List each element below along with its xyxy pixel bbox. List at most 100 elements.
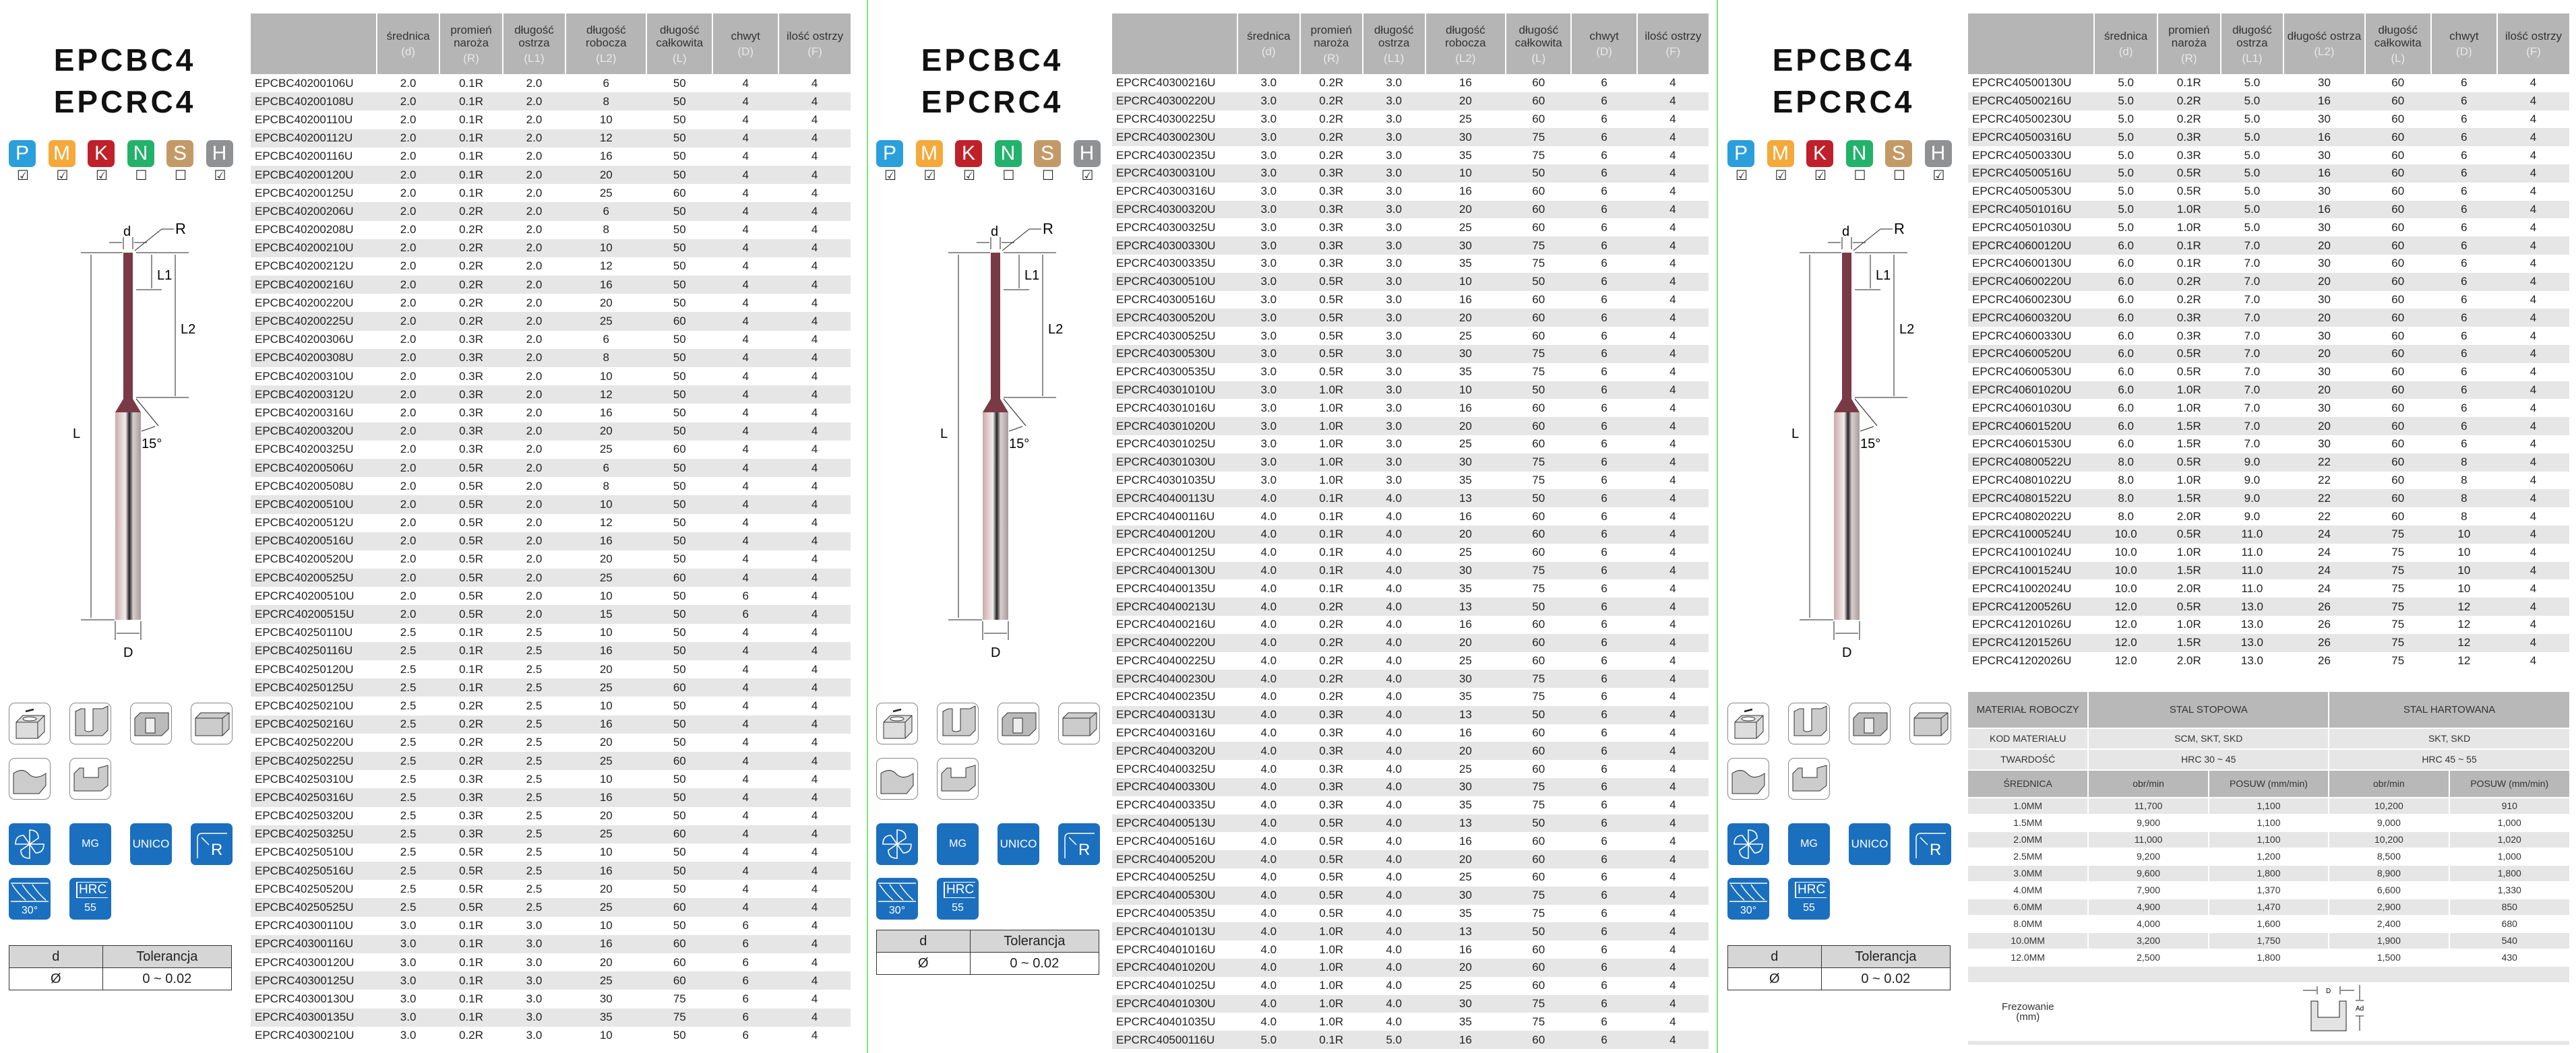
cell: 4.0 [1237, 886, 1300, 905]
product-code: EPCRC41201526U [1968, 633, 2095, 652]
table-row: EPCRC40400116U 4.0 0.1R 4.0 16 60 6 4 [1112, 507, 1709, 525]
cell: 6 [712, 971, 779, 990]
cell: 7.0 [2244, 329, 2261, 342]
table-row: EPCRC40300335U 3.0 0.3R 3.0 35 75 6 4 [1112, 255, 1709, 273]
cell: 2.0 [376, 532, 440, 550]
material-badge-n: N [994, 140, 1022, 167]
cell: 0.2R [2157, 92, 2221, 110]
product-code: EPCRC40501016U [1968, 200, 2095, 219]
cell: 60 [673, 186, 686, 199]
cell: 5.0 [2244, 185, 2261, 198]
cell: 2.5 [502, 751, 566, 771]
product-code: EPCBC40250520U [255, 882, 354, 895]
cell: 2.5 [376, 862, 440, 881]
table-row: EPCRC40401013U 4.0 1.0R 4.0 13 50 6 4 [1112, 922, 1709, 941]
cell: 10.0 [2094, 561, 2157, 580]
product-code: EPCBC40200225U [251, 312, 377, 331]
cell: 4 [2496, 598, 2569, 616]
cell: 25 [1459, 112, 1472, 125]
cell: 4.0 [1237, 561, 1300, 580]
table-row: EPCBC40250225U 2.5 0.2R 2.5 25 60 4 4 [251, 751, 851, 771]
cell: 1,500 [2328, 949, 2449, 967]
cell: 6 [1601, 618, 1607, 631]
table-row: EPCBC40200125U 2.0 0.1R 2.0 25 60 4 4 [251, 184, 851, 202]
cell: 16 [2283, 200, 2365, 219]
cell: 6 [1601, 257, 1607, 270]
cell: 4 [811, 589, 818, 602]
cell: 3.0 [1362, 272, 1425, 291]
cell: 30 [2318, 437, 2331, 451]
cell: 12 [2457, 618, 2471, 631]
cell: 11,700 [2087, 798, 2209, 815]
product-code: EPCRC40300335U [1116, 257, 1216, 270]
cell: 16 [565, 715, 647, 734]
cell: 2.0 [526, 296, 543, 309]
cell: 60 [646, 751, 713, 771]
table-row: EPCRC40300130U 3.0 0.1R 3.0 30 75 6 4 [251, 990, 851, 1008]
cell: 4 [811, 1029, 818, 1042]
cell: 6.0 [2118, 292, 2134, 306]
material-badge-p: P [1727, 140, 1754, 167]
cell: 2.0R [2176, 653, 2201, 667]
cell: 75 [1506, 236, 1572, 255]
cell: 3.0 [1386, 148, 1402, 162]
cell: 2.0 [502, 458, 566, 478]
product-code: EPCRC40400513U [1112, 814, 1237, 833]
cell: 50 [673, 516, 686, 530]
cell: 6 [2430, 417, 2497, 435]
cell: 20 [1425, 742, 1506, 761]
column-header: średnica (d) [1236, 13, 1300, 74]
cell: 4 [1636, 92, 1709, 110]
cell: 4 [1669, 943, 1676, 956]
cell: 0.2R [439, 238, 503, 257]
cell: 2.0 [502, 348, 566, 367]
cell: 1.0R [1299, 994, 1363, 1013]
product-code: EPCRC40300320U [1112, 200, 1237, 219]
product-code: EPCRC41202026U [1972, 653, 2072, 667]
cell: 3.0 [1260, 473, 1277, 486]
cell: 50 [1506, 381, 1572, 400]
cell: 4 [778, 971, 851, 990]
catalog-panel: EPCBC4 EPCRC4 P ☑ M ☑ K ☑ N ☐ S ☐ H ☑ d R L1 L2 L 15° D MG UNI… [1719, 0, 2575, 1053]
cell: 4.0 [1237, 598, 1300, 616]
material-checkbox-k: ☑ [963, 168, 975, 183]
cell: 0.2R [1299, 92, 1363, 110]
cell: 16 [1459, 292, 1472, 306]
cell: 4.0 [1386, 870, 1402, 884]
cell: 3.0 [376, 934, 440, 953]
cell: 3.0 [502, 934, 566, 953]
cell: 6 [742, 1029, 749, 1042]
cell: 6 [1601, 870, 1607, 884]
cell: 2.0 [400, 296, 417, 309]
cell: 3.0 [1386, 185, 1402, 198]
slot-depth-diagram: DAd [2303, 985, 2364, 1031]
column-label: promień naroża [1310, 23, 1352, 49]
table-row: EPCBC40250120U 2.5 0.1R 2.5 20 50 4 4 [251, 660, 851, 678]
cell: 4 [2529, 401, 2537, 414]
cutting-row: 2.0MM 11,000 1,100 10,200 1,020 [1968, 831, 2569, 849]
product-code: EPCRC40400330U [1112, 778, 1237, 796]
table-row: EPCRC40401025U 4.0 1.0R 4.0 25 60 6 4 [1112, 977, 1709, 995]
cell: 0.2R [1319, 690, 1344, 703]
cell: 4.0 [1237, 525, 1300, 544]
cell: 4 [2529, 257, 2537, 270]
product-code: EPCBC40200106U [255, 76, 354, 90]
column-header: promień naroża (R) [2156, 13, 2221, 74]
svg-text:D: D [1842, 645, 1851, 660]
cell: 3.0 [1362, 236, 1425, 255]
cell: 6 [1571, 453, 1637, 472]
cell: 0.2R [1319, 112, 1344, 125]
cell: 4 [1669, 618, 1676, 631]
cell: 6 [1601, 943, 1607, 956]
cell: 30 [1425, 670, 1506, 689]
cell: 60 [646, 971, 713, 990]
milling-diagram: D Ad [2087, 983, 2569, 1041]
cell: 20 [599, 296, 613, 309]
cell: 4 [1669, 220, 1676, 234]
table-row: EPCRC41001024U 10.0 1.0R 11.0 24 75 10 4 [1968, 544, 2569, 562]
cell: 60 [1532, 653, 1545, 667]
cell: 4 [742, 406, 749, 419]
product-code: EPCRC40400530U [1112, 886, 1237, 905]
cell: 16 [1459, 509, 1472, 523]
material-checkbox-k: ☑ [1814, 168, 1827, 183]
